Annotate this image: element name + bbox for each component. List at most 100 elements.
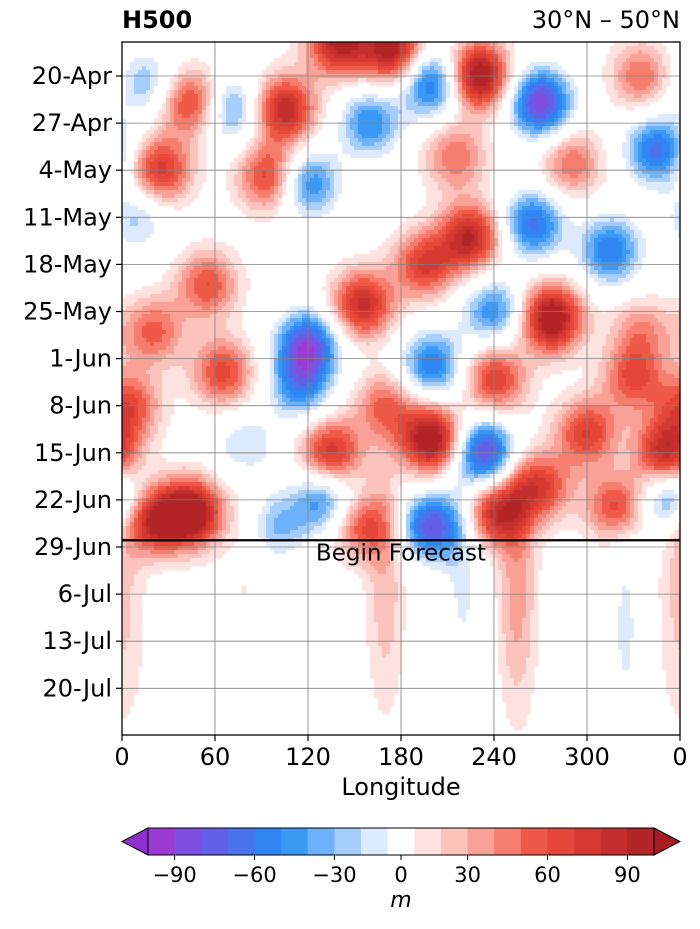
field-cell — [474, 198, 479, 203]
field-cell — [330, 190, 335, 195]
field-cell — [338, 162, 343, 167]
field-cell — [434, 150, 439, 155]
field-cell — [626, 106, 631, 111]
field-cell — [614, 206, 619, 211]
field-cell — [194, 114, 199, 119]
field-cell — [210, 238, 215, 243]
field-cell — [374, 110, 379, 115]
field-cell — [438, 234, 443, 239]
field-cell — [638, 98, 643, 103]
field-cell — [326, 78, 331, 83]
field-cell — [594, 158, 599, 163]
field-cell — [378, 42, 383, 47]
field-cell — [262, 142, 267, 147]
field-cell — [290, 94, 295, 99]
field-cell — [242, 82, 247, 87]
field-cell — [662, 154, 667, 159]
field-cell — [446, 98, 451, 103]
field-cell — [462, 186, 467, 191]
field-cell — [378, 130, 383, 135]
field-cell — [642, 238, 647, 243]
field-cell — [598, 226, 603, 231]
field-cell — [586, 142, 591, 147]
field-cell — [234, 202, 239, 207]
field-cell — [582, 94, 587, 99]
field-cell — [486, 98, 491, 103]
field-cell — [202, 242, 207, 247]
field-cell — [390, 154, 395, 159]
field-cell — [190, 242, 195, 247]
field-cell — [518, 134, 523, 139]
field-cell — [326, 42, 331, 47]
field-cell — [658, 234, 663, 239]
field-cell — [358, 62, 363, 67]
field-cell — [234, 162, 239, 167]
field-cell — [626, 98, 631, 103]
field-cell — [122, 174, 127, 179]
field-cell — [314, 130, 319, 135]
field-cell — [582, 186, 587, 191]
field-cell — [338, 78, 343, 83]
field-cell — [530, 118, 535, 123]
field-cell — [294, 118, 299, 123]
field-cell — [418, 150, 423, 155]
field-cell — [226, 102, 231, 107]
field-cell — [130, 90, 135, 95]
field-cell — [202, 170, 207, 175]
field-cell — [182, 114, 187, 119]
field-cell — [310, 62, 315, 67]
field-cell — [218, 126, 223, 131]
field-cell — [258, 162, 263, 167]
field-cell — [414, 70, 419, 75]
field-cell — [570, 86, 575, 91]
field-cell — [646, 86, 651, 91]
field-cell — [486, 86, 491, 91]
field-cell — [314, 82, 319, 87]
field-cell — [222, 242, 227, 247]
field-cell — [650, 86, 655, 91]
field-cell — [434, 222, 439, 227]
field-cell — [122, 138, 127, 143]
field-cell — [242, 210, 247, 215]
field-cell — [226, 170, 231, 175]
field-cell — [562, 82, 567, 87]
field-cell — [266, 102, 271, 107]
field-cell — [434, 234, 439, 239]
field-cell — [386, 126, 391, 131]
field-cell — [178, 142, 183, 147]
field-cell — [414, 226, 419, 231]
field-cell — [322, 186, 327, 191]
field-cell — [618, 154, 623, 159]
field-cell — [598, 154, 603, 159]
field-cell — [510, 114, 515, 119]
anomaly-field — [122, 42, 680, 735]
field-cell — [478, 182, 483, 187]
field-cell — [622, 214, 627, 219]
field-cell — [234, 174, 239, 179]
field-cell — [186, 150, 191, 155]
field-cell — [570, 134, 575, 139]
field-cell — [234, 182, 239, 187]
field-cell — [562, 66, 567, 71]
field-cell — [634, 170, 639, 175]
field-cell — [662, 218, 667, 223]
field-cell — [346, 78, 351, 83]
field-cell — [402, 90, 407, 95]
field-cell — [366, 114, 371, 119]
field-cell — [410, 230, 415, 235]
field-cell — [678, 70, 680, 75]
field-cell — [146, 162, 151, 167]
field-cell — [398, 90, 403, 95]
field-cell — [658, 90, 663, 95]
field-cell — [434, 102, 439, 107]
field-cell — [662, 222, 667, 227]
field-cell — [470, 198, 475, 203]
field-cell — [258, 94, 263, 99]
field-cell — [266, 178, 271, 183]
field-cell — [666, 54, 671, 59]
field-cell — [510, 186, 515, 191]
field-cell — [570, 230, 575, 235]
field-cell — [614, 226, 619, 231]
field-cell — [458, 234, 463, 239]
field-cell — [466, 226, 471, 231]
